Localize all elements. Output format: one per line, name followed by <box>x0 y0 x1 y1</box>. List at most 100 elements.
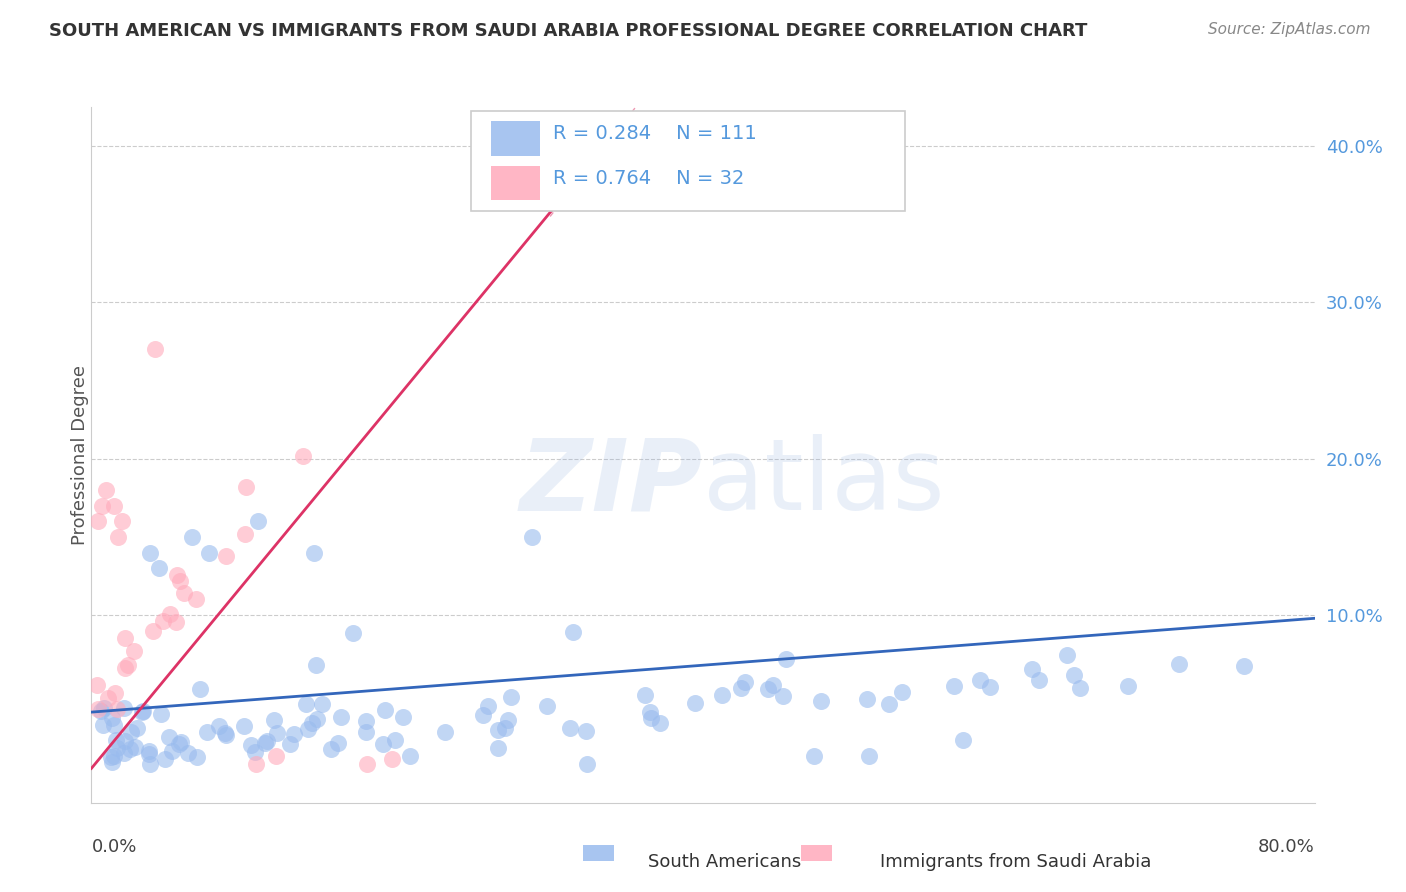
Point <box>1168 657 1191 671</box>
Point <box>1056 648 1078 662</box>
Point <box>184 591 207 606</box>
Point <box>297 722 319 736</box>
Point <box>120 725 142 739</box>
Point <box>321 742 343 756</box>
Point <box>486 741 509 756</box>
Point <box>305 712 328 726</box>
Point <box>371 737 394 751</box>
Point <box>952 733 974 747</box>
Point <box>169 735 191 749</box>
Point <box>648 715 671 730</box>
Point <box>173 586 195 600</box>
Point <box>283 727 305 741</box>
Point <box>181 530 204 544</box>
Point <box>434 725 457 739</box>
Text: Immigrants from Saudi Arabia: Immigrants from Saudi Arabia <box>880 853 1152 871</box>
Point <box>214 726 236 740</box>
Text: SOUTH AMERICAN VS IMMIGRANTS FROM SAUDI ARABIA PROFESSIONAL DEGREE CORRELATION C: SOUTH AMERICAN VS IMMIGRANTS FROM SAUDI … <box>49 22 1088 40</box>
Point <box>103 718 125 732</box>
Point <box>114 661 136 675</box>
Point <box>112 701 135 715</box>
Point <box>574 723 596 738</box>
Text: ZIP: ZIP <box>520 434 703 532</box>
Point <box>153 752 176 766</box>
Y-axis label: Professional Degree: Professional Degree <box>72 365 89 545</box>
Point <box>139 756 162 771</box>
Point <box>762 678 785 692</box>
Text: atlas: atlas <box>703 434 945 532</box>
Point <box>381 752 404 766</box>
Point <box>232 719 254 733</box>
Point <box>157 730 180 744</box>
Point <box>292 449 315 463</box>
Point <box>354 714 377 728</box>
Point <box>112 746 135 760</box>
Point <box>638 706 661 720</box>
Point <box>240 738 263 752</box>
Point <box>1233 659 1256 673</box>
Point <box>138 747 160 761</box>
Point <box>730 681 752 696</box>
Point <box>97 690 120 705</box>
Point <box>167 737 190 751</box>
Point <box>93 701 115 715</box>
Point <box>391 710 413 724</box>
Point <box>105 741 128 756</box>
Point <box>186 749 208 764</box>
Point <box>152 614 174 628</box>
Point <box>356 724 378 739</box>
Point <box>301 716 323 731</box>
Point <box>1028 673 1050 687</box>
Point <box>235 480 257 494</box>
Point <box>208 718 231 732</box>
FancyBboxPatch shape <box>491 121 540 156</box>
Point <box>124 739 146 754</box>
Point <box>90 704 112 718</box>
Point <box>558 721 581 735</box>
Point <box>165 615 187 630</box>
Point <box>111 514 134 528</box>
Point <box>278 737 301 751</box>
Point <box>877 698 900 712</box>
Point <box>159 607 181 621</box>
Point <box>295 698 318 712</box>
Point <box>772 690 794 704</box>
Point <box>640 711 662 725</box>
Point <box>311 697 333 711</box>
Point <box>87 514 110 528</box>
Point <box>1021 662 1043 676</box>
Text: South Americans: South Americans <box>648 853 801 871</box>
Point <box>326 736 349 750</box>
Point <box>858 748 880 763</box>
Point <box>188 681 211 696</box>
Point <box>254 736 277 750</box>
Point <box>243 745 266 759</box>
Point <box>247 514 270 528</box>
Point <box>177 746 200 760</box>
Point <box>522 530 544 544</box>
Point <box>979 680 1001 694</box>
Point <box>942 679 965 693</box>
Point <box>536 699 558 714</box>
Text: 80.0%: 80.0% <box>1258 838 1315 855</box>
Point <box>342 626 364 640</box>
Point <box>330 710 353 724</box>
Point <box>245 756 267 771</box>
Point <box>810 694 832 708</box>
Text: R = 0.764    N = 32: R = 0.764 N = 32 <box>553 169 744 188</box>
Point <box>561 625 583 640</box>
FancyBboxPatch shape <box>491 166 540 201</box>
Point <box>263 714 285 728</box>
Point <box>127 721 149 735</box>
Point <box>486 723 509 737</box>
Point <box>169 574 191 588</box>
Point <box>104 686 127 700</box>
Point <box>775 651 797 665</box>
Point <box>87 702 110 716</box>
Point <box>101 710 124 724</box>
Point <box>266 726 288 740</box>
Point <box>132 704 155 718</box>
Point <box>122 644 145 658</box>
Point <box>142 624 165 639</box>
Point <box>103 499 125 513</box>
